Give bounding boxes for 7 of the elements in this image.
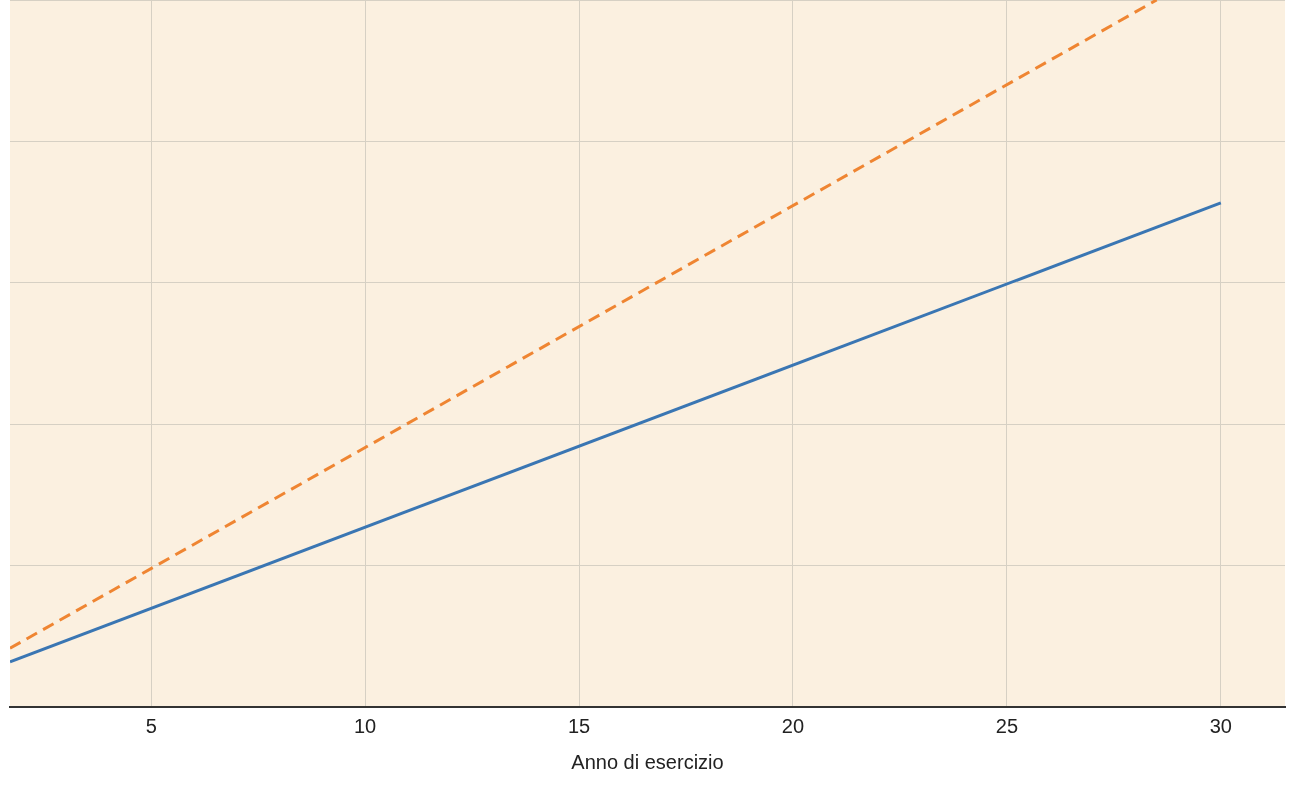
x-tick-label: 10 xyxy=(353,714,377,737)
x-tick-label: 30 xyxy=(1209,714,1232,737)
x-axis-title: Anno di esercizio xyxy=(571,750,724,773)
x-tick-label: 15 xyxy=(567,714,591,737)
x-tick-label: 25 xyxy=(995,714,1019,737)
x-tick-label: 20 xyxy=(781,714,805,737)
x-tick-label: 5 xyxy=(145,714,157,737)
